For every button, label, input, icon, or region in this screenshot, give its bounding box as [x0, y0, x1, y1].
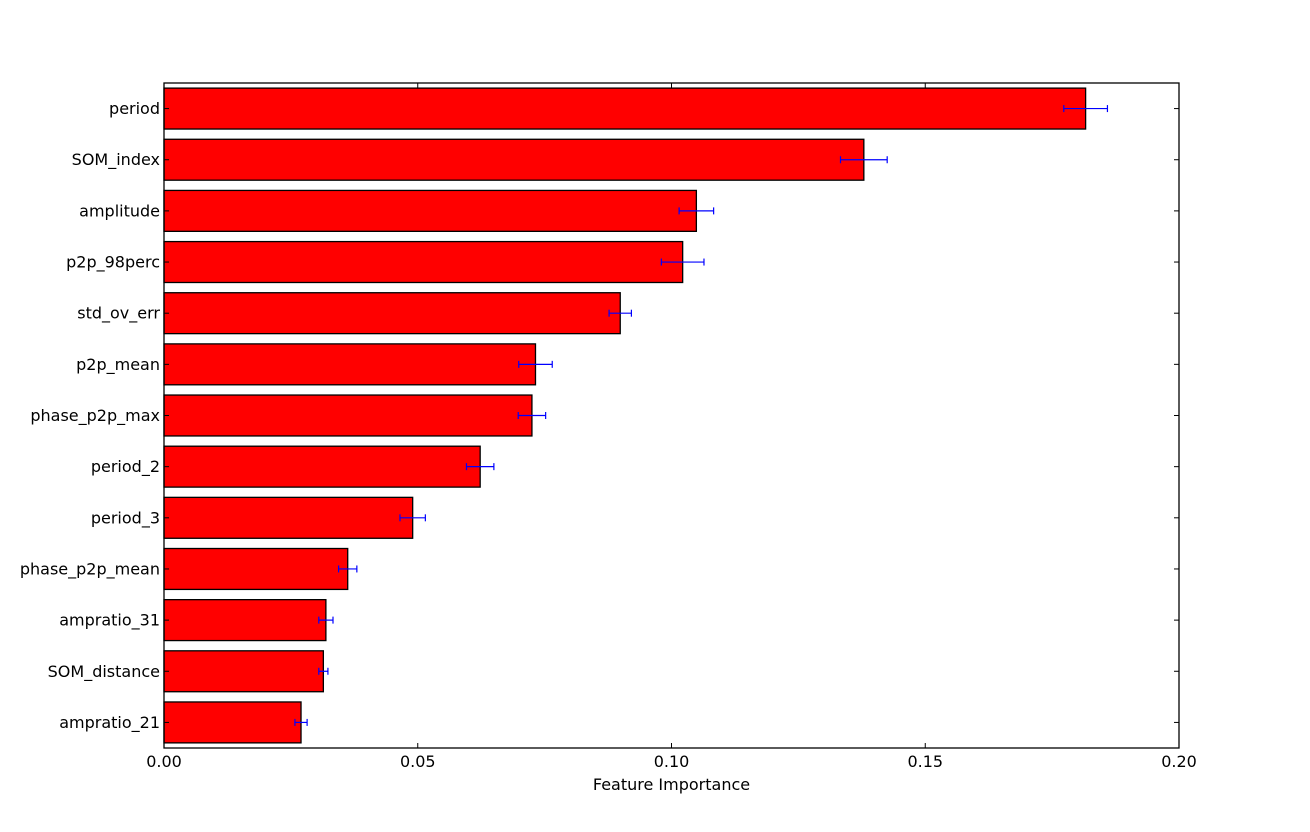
x-axis-title: Feature Importance [593, 775, 750, 794]
bar-phase_p2p_mean [163, 547, 349, 591]
error-bars [294, 105, 1109, 726]
y-tick-label: ampratio_21 [59, 713, 160, 733]
bar-SOM_distance [163, 650, 325, 693]
bar-amplitude [163, 189, 698, 232]
x-tick-label: 0.00 [146, 752, 182, 771]
bar-period_2 [163, 445, 481, 488]
bar-p2p_98perc [163, 240, 684, 284]
y-tick-label: p2p_98perc [66, 253, 160, 273]
bar-period_3 [163, 496, 414, 539]
x-tick-label: 0.10 [654, 752, 690, 771]
x-tick-label: 0.20 [1161, 752, 1197, 771]
y-tick-label: phase_p2p_max [30, 406, 160, 426]
y-tick-label: SOM_index [72, 150, 160, 170]
y-tick-label: amplitude [79, 201, 160, 220]
y-tick-label: p2p_mean [76, 355, 160, 375]
bar-std_ov_err [163, 292, 621, 335]
y-tick-label: period_2 [91, 457, 160, 477]
bars [163, 87, 1087, 744]
axis-ticks [163, 83, 1180, 748]
x-tick-label: 0.15 [907, 752, 943, 771]
bar-period [163, 87, 1087, 130]
y-tick-label: phase_p2p_mean [20, 559, 160, 579]
bar-ampratio_31 [163, 599, 327, 642]
bar-SOM_index [163, 138, 865, 181]
y-tick-label: period [109, 99, 160, 118]
axis-labels: period SOM_index amplitude p2p_98perc std_ov… [20, 99, 1197, 771]
bar-ampratio_21 [163, 701, 302, 744]
bar-p2p_mean [163, 343, 537, 386]
y-tick-label: std_ov_err [77, 304, 160, 324]
bar-phase_p2p_max [163, 394, 533, 437]
y-tick-label: SOM_distance [48, 662, 160, 682]
y-tick-label: period_3 [91, 508, 160, 528]
y-tick-label: ampratio_31 [59, 611, 160, 631]
x-tick-label: 0.05 [400, 752, 436, 771]
